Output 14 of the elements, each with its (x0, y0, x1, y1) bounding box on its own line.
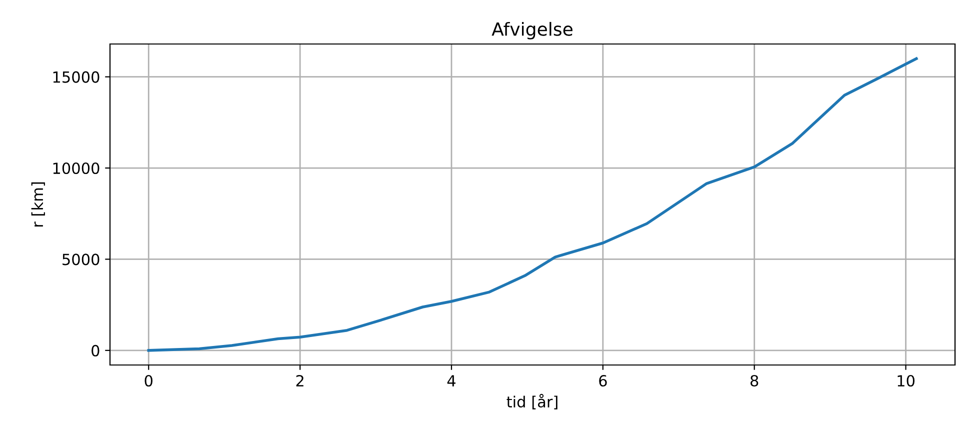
y-axis-title: r [km] (31, 182, 45, 227)
x-tick-label: 0 (144, 374, 152, 387)
line-series (147, 57, 918, 352)
x-axis-title: tid [år] (506, 394, 558, 410)
x-tick-label: 8 (750, 374, 758, 387)
x-tick-label: 4 (447, 375, 456, 386)
x-tick-label: 2 (296, 374, 304, 386)
x-tick-label: 10 (898, 374, 914, 387)
chart-title: Afvigelse (492, 22, 572, 40)
y-tick-label: 5000 (62, 254, 100, 266)
y-tick-label: 15000 (53, 71, 100, 83)
y-tick-label: 0 (92, 344, 100, 356)
x-tick-label: 6 (599, 374, 607, 387)
y-tick-label: 10000 (53, 162, 100, 174)
